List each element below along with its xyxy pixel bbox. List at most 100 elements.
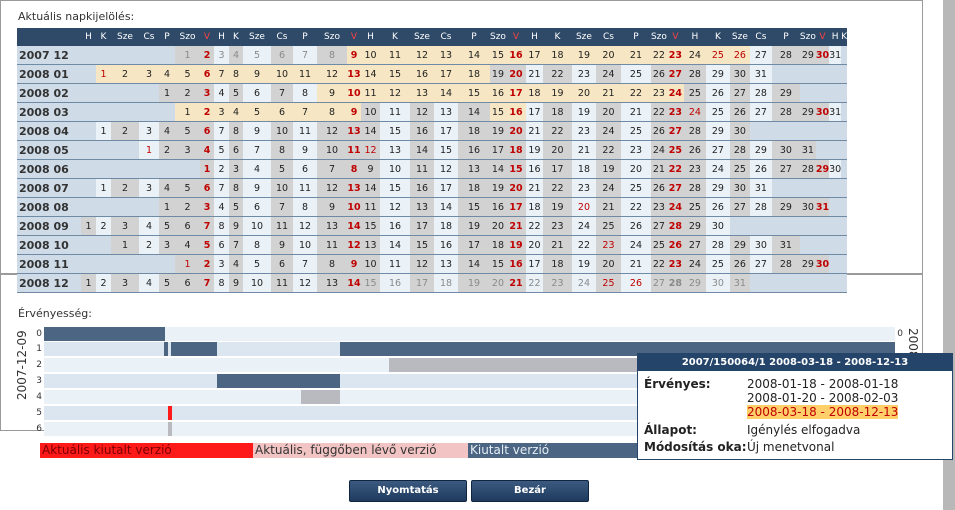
calendar-day-cell[interactable]: 24: [683, 46, 706, 65]
calendar-day-cell[interactable]: 3: [111, 216, 139, 236]
calendar-day-cell[interactable]: 1: [200, 159, 214, 179]
calendar-day-cell[interactable]: 28: [771, 254, 800, 274]
calendar-day-cell[interactable]: 5: [243, 102, 271, 122]
calendar-day-cell[interactable]: 12: [317, 121, 347, 141]
calendar-day-cell[interactable]: 19: [458, 216, 490, 236]
calendar-day-cell[interactable]: 5: [229, 83, 243, 103]
calendar-day-cell[interactable]: 9: [347, 102, 361, 122]
calendar-day-cell[interactable]: 19: [490, 121, 506, 141]
validity-bar[interactable]: [164, 342, 168, 356]
calendar-day-cell[interactable]: 14: [361, 64, 380, 84]
calendar-day-cell[interactable]: 25: [705, 46, 730, 65]
calendar-day-cell[interactable]: 15: [490, 102, 506, 122]
calendar-day-cell[interactable]: 10: [243, 273, 271, 293]
calendar-day-cell[interactable]: 28: [683, 121, 706, 141]
calendar-day-cell[interactable]: 21: [595, 83, 621, 103]
calendar-day-cell[interactable]: 11: [361, 83, 380, 103]
calendar-day-cell[interactable]: 27: [650, 216, 667, 236]
calendar-day-cell[interactable]: 24: [595, 121, 621, 141]
calendar-day-cell[interactable]: 7: [293, 102, 317, 122]
calendar-day-cell[interactable]: 11: [293, 64, 317, 84]
calendar-day-cell[interactable]: 8: [214, 273, 229, 293]
calendar-day-cell[interactable]: 11: [293, 178, 317, 198]
calendar-day-cell[interactable]: 7: [214, 178, 229, 198]
calendar-day-cell[interactable]: 23: [571, 64, 596, 84]
calendar-day-cell[interactable]: 18: [525, 83, 543, 103]
calendar-day-cell[interactable]: 29: [799, 254, 816, 274]
calendar-day-cell[interactable]: 9: [347, 46, 361, 65]
calendar-day-cell[interactable]: 25: [705, 254, 730, 274]
calendar-day-cell[interactable]: 8: [229, 178, 243, 198]
calendar-day-cell[interactable]: 30: [815, 102, 830, 122]
calendar-day-cell[interactable]: 11: [293, 121, 317, 141]
calendar-day-cell[interactable]: 15: [410, 235, 434, 255]
calendar-day-cell[interactable]: 2: [159, 140, 175, 160]
calendar-day-cell[interactable]: 29: [771, 197, 800, 217]
calendar-day-cell[interactable]: 25: [729, 159, 750, 179]
calendar-day-cell[interactable]: 8: [293, 83, 317, 103]
calendar-day-cell[interactable]: 20: [490, 273, 506, 293]
calendar-day-cell[interactable]: 6: [229, 140, 243, 160]
calendar-day-cell[interactable]: 17: [490, 140, 506, 160]
calendar-day-cell[interactable]: 28: [666, 216, 684, 236]
validity-bar[interactable]: [44, 422, 168, 436]
calendar-day-cell[interactable]: 19: [458, 273, 490, 293]
calendar-day-cell[interactable]: 12: [434, 159, 458, 179]
calendar-day-cell[interactable]: 8: [317, 102, 347, 122]
calendar-day-cell[interactable]: 23: [666, 46, 684, 65]
calendar-day-cell[interactable]: 13: [410, 197, 434, 217]
calendar-day-cell[interactable]: 4: [243, 159, 271, 179]
calendar-day-cell[interactable]: 22: [650, 254, 667, 274]
calendar-day-cell[interactable]: 23: [666, 254, 684, 274]
calendar-day-cell[interactable]: 18: [458, 121, 490, 141]
calendar-day-cell[interactable]: 23: [650, 197, 667, 217]
calendar-day-cell[interactable]: 18: [525, 197, 543, 217]
calendar-day-cell[interactable]: 20: [595, 102, 621, 122]
calendar-day-cell[interactable]: 10: [271, 64, 293, 84]
calendar-day-cell[interactable]: 25: [683, 83, 706, 103]
calendar-day-cell[interactable]: 18: [542, 254, 572, 274]
calendar-day-cell[interactable]: 2: [96, 273, 111, 293]
calendar-day-cell[interactable]: 21: [525, 178, 543, 198]
calendar-day-cell[interactable]: 27: [771, 159, 800, 179]
calendar-day-cell[interactable]: 6: [200, 178, 214, 198]
calendar-day-cell[interactable]: 30: [829, 159, 842, 179]
calendar-day-cell[interactable]: 24: [620, 235, 651, 255]
calendar-day-cell[interactable]: 3: [214, 46, 229, 65]
calendar-day-cell[interactable]: 30: [729, 64, 750, 84]
calendar-day-cell[interactable]: 18: [458, 64, 490, 84]
calendar-day-cell[interactable]: 5: [229, 197, 243, 217]
calendar-day-cell[interactable]: 19: [571, 254, 596, 274]
calendar-day-cell[interactable]: 14: [347, 273, 361, 293]
calendar-day-cell[interactable]: 15: [505, 159, 526, 179]
calendar-day-cell[interactable]: 23: [571, 121, 596, 141]
calendar-day-cell[interactable]: 17: [542, 159, 572, 179]
calendar-day-cell[interactable]: 26: [620, 273, 651, 293]
calendar-day-cell[interactable]: 3: [175, 140, 200, 160]
calendar-day-cell[interactable]: 28: [771, 46, 800, 65]
calendar-day-cell[interactable]: 20: [525, 235, 543, 255]
validity-bar[interactable]: [301, 390, 340, 404]
calendar-day-cell[interactable]: 21: [650, 159, 667, 179]
calendar-day-cell[interactable]: 8: [229, 64, 243, 84]
calendar-day-cell[interactable]: 9: [243, 178, 271, 198]
calendar-day-cell[interactable]: 18: [571, 159, 596, 179]
calendar-day-cell[interactable]: 11: [271, 216, 293, 236]
calendar-day-cell[interactable]: 16: [525, 159, 543, 179]
calendar-day-cell[interactable]: 10: [347, 197, 361, 217]
calendar-day-cell[interactable]: 12: [293, 216, 317, 236]
calendar-day-cell[interactable]: 19: [571, 46, 596, 65]
calendar-day-cell[interactable]: 5: [271, 159, 293, 179]
calendar-day-cell[interactable]: 12: [361, 140, 380, 160]
calendar-day-cell[interactable]: 25: [595, 216, 621, 236]
calendar-day-cell[interactable]: 23: [650, 83, 667, 103]
calendar-day-cell[interactable]: 23: [571, 178, 596, 198]
calendar-day-cell[interactable]: 26: [729, 46, 750, 65]
calendar-day-cell[interactable]: 3: [200, 197, 214, 217]
calendar-day-cell[interactable]: 7: [243, 140, 271, 160]
calendar-day-cell[interactable]: 22: [571, 235, 596, 255]
calendar-day-cell[interactable]: 7: [214, 64, 229, 84]
calendar-day-cell[interactable]: 12: [410, 46, 434, 65]
calendar-day-cell[interactable]: 24: [595, 64, 621, 84]
calendar-day-cell[interactable]: 31: [771, 235, 800, 255]
